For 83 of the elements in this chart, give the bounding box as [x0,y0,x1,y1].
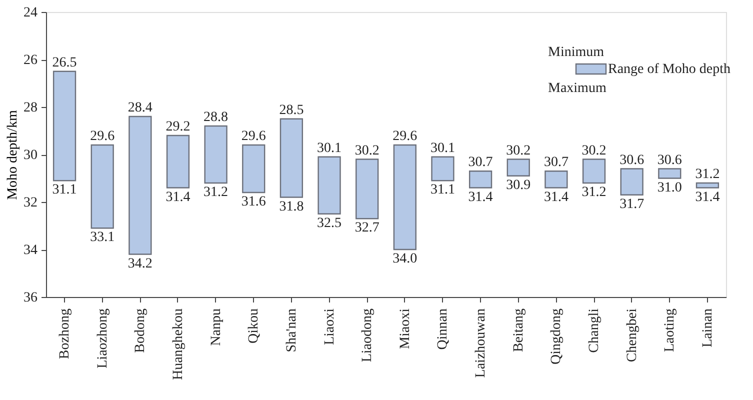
y-tick-label: 28 [24,100,38,116]
y-tick-label: 24 [24,6,38,20]
annotation: 34.0 [392,252,418,266]
annotation: 30.7 [544,155,568,170]
y-axis-title: Moho depth/km [6,110,20,200]
annotation: Maximum [548,81,606,96]
annotation: 31.1 [430,182,455,198]
annotation: 28.5 [279,102,304,118]
annotation: Minimum [548,45,604,60]
bar [393,144,416,250]
annotation: 30.1 [317,140,342,156]
bar [128,116,152,255]
x-tick-label: Sha'nan [284,308,300,352]
y-tick-label: 36 [24,290,38,306]
annotation: 28.8 [204,110,228,125]
bar [506,158,530,176]
annotation: 32.7 [354,220,380,236]
x-tick-label: Liaozhong [95,308,110,368]
bar [280,118,304,198]
bar [696,182,720,188]
x-tick-label: Qinnan [436,308,451,350]
x-tick-label: Nanpu [208,308,224,346]
annotation: 29.6 [392,129,418,144]
annotation: 32.5 [317,216,342,231]
annotation: 31.1 [52,182,77,198]
annotation: 29.2 [166,120,190,134]
bar [544,170,568,188]
bar [468,170,492,188]
annotation: 30.6 [657,152,682,168]
x-tick-label: Bodong [133,308,148,353]
bar [356,158,379,220]
annotation: 31.4 [695,190,720,205]
x-tick-label: Qingdong [549,308,564,364]
bar [582,158,606,184]
y-tick-label: 30 [24,148,38,163]
bar [204,125,228,184]
annotation: 29.6 [90,129,115,144]
annotation: 30.2 [506,143,531,158]
bar [166,134,190,188]
x-tick-label: Liaodong [360,308,376,362]
annotation: 31.2 [582,185,606,200]
bar [620,168,644,196]
x-tick-label: Laoting [662,308,678,352]
annotation: 31.4 [468,190,493,205]
y-tick-label: 32 [24,196,38,210]
annotation: 34.2 [128,256,152,272]
x-tick-label: Liaoxi [322,308,338,346]
annotation: 31.2 [695,167,720,182]
annotation: 29.6 [241,129,266,144]
x-tick-label: Laizhouwan [474,308,489,378]
annotation: 31.4 [166,190,190,205]
x-tick-label: Huanghekou [170,308,186,380]
x-tick-label: Changli [587,308,602,353]
annotation: 30.9 [506,178,531,193]
annotation: 31.6 [241,194,266,210]
y-tick-label: 34 [24,243,38,258]
annotation: 31.8 [279,199,304,214]
annotation: 31.4 [544,190,568,205]
x-tick-label: Chengbei [624,308,640,362]
x-tick-label: Qikou [246,308,262,344]
annotation: 30.2 [354,143,380,158]
annotation: 30.1 [430,140,455,156]
annotation: 30.6 [620,152,644,168]
annotation: 31.2 [204,185,228,200]
annotation: 31.7 [620,196,644,212]
x-tick-label: Miaoxi [398,308,413,349]
bar [658,168,682,179]
y-tick-label: 26 [24,53,38,68]
annotation: 26.5 [52,55,77,70]
bar [242,144,266,194]
x-tick-label: Lainan [700,308,716,348]
annotation: 30.2 [582,143,606,158]
x-tick-label: Bozhong [58,308,73,360]
legend-label: Range of Moho depth [608,62,730,77]
annotation: 28.4 [128,100,152,116]
annotation: 33.1 [90,230,115,246]
x-tick-label: Beitang [511,308,526,352]
bar [52,70,76,182]
bar [318,156,341,214]
annotation: 30.7 [468,155,493,170]
annotation: 31.0 [657,180,682,196]
bar [90,144,114,229]
bar [431,156,454,182]
